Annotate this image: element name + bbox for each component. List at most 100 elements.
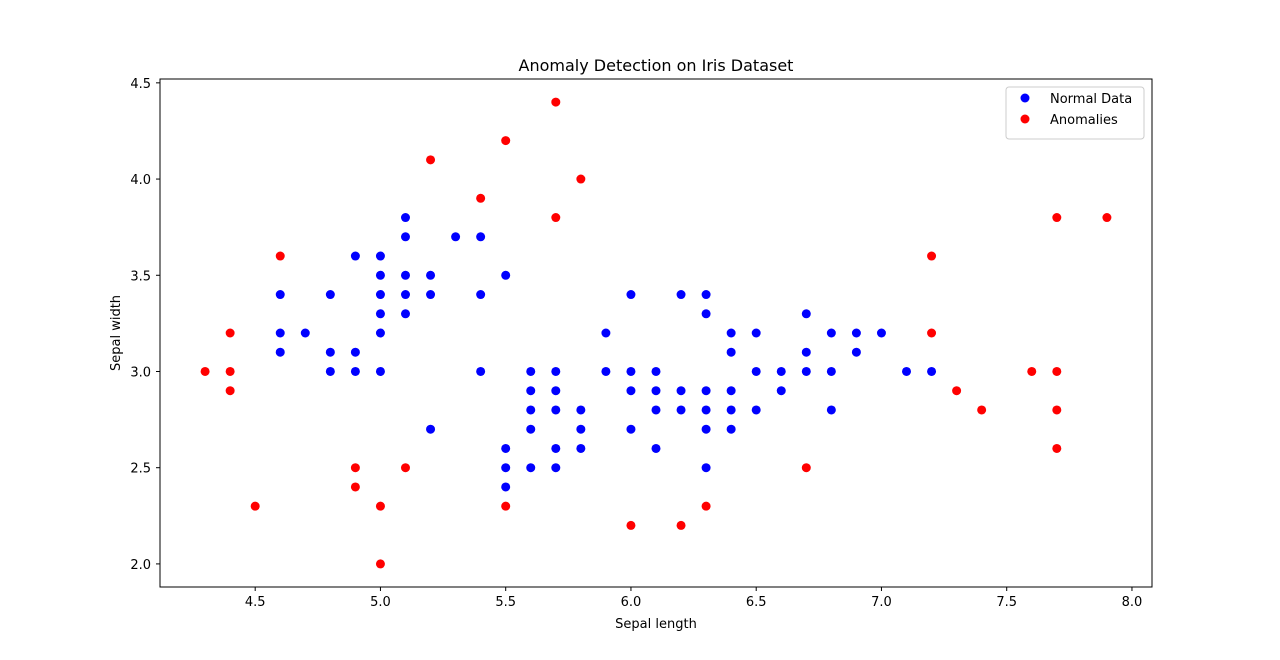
data-point (501, 463, 511, 473)
x-tick-label: 7.0 (871, 595, 892, 610)
data-point (927, 328, 937, 338)
plot-area: 4.5 5.0 5.5 6.0 6.5 7.0 7.5 8.0 2.0 2.5 3.0 3.5 4.0 4… (130, 77, 1153, 610)
y-tick-label: 4.5 (130, 77, 151, 92)
data-point (751, 366, 761, 376)
data-point (501, 443, 511, 453)
legend-marker (1020, 93, 1030, 103)
data-point (801, 309, 811, 319)
data-point (726, 386, 736, 396)
y-tick-label: 4.0 (130, 173, 151, 188)
data-point (576, 174, 586, 184)
data-point (651, 366, 661, 376)
data-point (325, 290, 335, 300)
data-point (1052, 366, 1062, 376)
x-tick-label: 6.5 (746, 595, 767, 610)
data-point (776, 386, 786, 396)
data-point (952, 386, 962, 396)
data-point (676, 405, 686, 415)
data-point (851, 328, 861, 338)
data-point (551, 405, 561, 415)
data-point (375, 251, 385, 261)
data-point (501, 270, 511, 280)
data-point (701, 309, 711, 319)
data-point (350, 463, 360, 473)
data-point (350, 251, 360, 261)
data-point (726, 347, 736, 357)
legend-box (1005, 86, 1145, 140)
data-point (726, 405, 736, 415)
x-tick-label: 4.5 (245, 595, 266, 610)
data-point (225, 366, 235, 376)
chart-title: Anomaly Detection on Iris Dataset (519, 56, 794, 75)
data-point (801, 463, 811, 473)
data-point (275, 251, 285, 261)
data-point (801, 366, 811, 376)
data-point (375, 559, 385, 569)
data-point (576, 443, 586, 453)
data-point (551, 366, 561, 376)
data-point (801, 347, 811, 357)
data-point (701, 405, 711, 415)
data-point (1052, 405, 1062, 415)
x-axis-label: Sepal length (615, 617, 697, 632)
data-point (375, 270, 385, 280)
data-point (651, 405, 661, 415)
data-point (501, 482, 511, 492)
y-tick-label: 3.5 (130, 269, 151, 284)
data-point (451, 232, 461, 242)
data-point (501, 136, 511, 146)
legend: Normal Data Anomalies (1005, 86, 1145, 140)
data-point (375, 328, 385, 338)
data-point (1102, 213, 1112, 223)
y-tick-label: 3.0 (130, 365, 151, 380)
data-point (826, 328, 836, 338)
data-point (526, 366, 536, 376)
data-point (350, 366, 360, 376)
data-point (551, 443, 561, 453)
data-point (701, 290, 711, 300)
data-point (375, 290, 385, 300)
data-point (576, 405, 586, 415)
data-point (225, 328, 235, 338)
data-point (275, 290, 285, 300)
y-tick-label: 2.5 (130, 462, 151, 477)
data-point (751, 328, 761, 338)
data-point (400, 270, 410, 280)
series-anomalies (200, 97, 1112, 569)
data-point (526, 463, 536, 473)
data-point (400, 232, 410, 242)
data-point (350, 347, 360, 357)
legend-marker (1020, 114, 1030, 124)
data-point (501, 501, 511, 511)
data-point (526, 386, 536, 396)
data-point (551, 213, 561, 223)
data-point (701, 386, 711, 396)
data-point (876, 328, 886, 338)
data-point (375, 309, 385, 319)
data-point (601, 328, 611, 338)
x-tick-label: 8.0 (1122, 595, 1143, 610)
legend-label: Normal Data (1050, 92, 1132, 107)
data-point (902, 366, 912, 376)
data-point (400, 463, 410, 473)
data-point (676, 386, 686, 396)
data-point (476, 232, 486, 242)
legend-label: Anomalies (1050, 113, 1118, 128)
data-point (701, 424, 711, 434)
data-point (250, 501, 260, 511)
data-point (776, 366, 786, 376)
data-point (476, 193, 486, 203)
y-axis-label: Sepal width (109, 295, 124, 371)
data-point (1052, 443, 1062, 453)
data-point (426, 424, 436, 434)
y-tick-label: 2.0 (130, 558, 151, 573)
data-point (400, 309, 410, 319)
data-point (476, 290, 486, 300)
data-point (426, 290, 436, 300)
data-point (225, 386, 235, 396)
data-point (626, 520, 636, 530)
data-point (476, 366, 486, 376)
data-point (350, 482, 360, 492)
